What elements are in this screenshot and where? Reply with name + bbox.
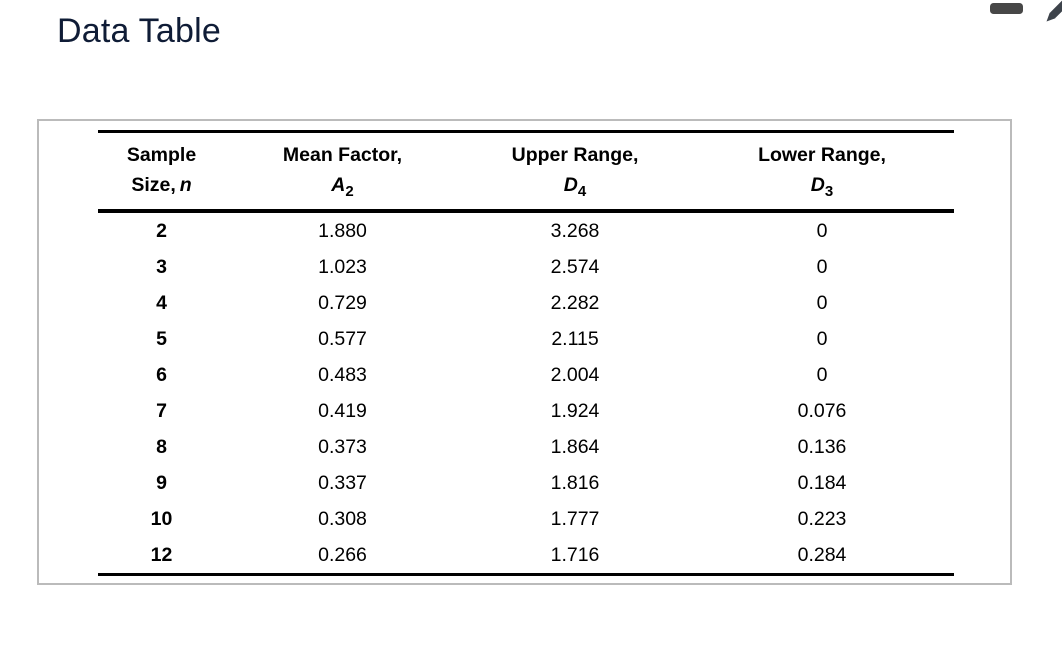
pencil-icon[interactable] xyxy=(1044,0,1062,24)
upper-range-cell: 1.864 xyxy=(550,436,600,458)
header-line2: A2 xyxy=(331,174,354,200)
lower-range-cell: 0 xyxy=(816,292,828,314)
lower-range-cell: 0 xyxy=(816,220,828,242)
table-row: 8 0.373 1.864 0.136 xyxy=(98,429,954,465)
sample-size-cell: 7 xyxy=(156,400,167,422)
upper-range-cell: 2.115 xyxy=(551,328,599,350)
header-line1: Upper Range, xyxy=(511,144,639,166)
page-title: Data Table xyxy=(57,12,221,50)
upper-range-cell: 1.716 xyxy=(460,537,690,576)
lower-range-cell: 0.223 xyxy=(797,508,847,530)
table-row: 10 0.308 1.777 0.223 xyxy=(98,501,954,537)
lower-range-cell: 0.136 xyxy=(797,436,847,458)
column-header-upper-range: Upper Range, D4 xyxy=(460,130,690,213)
header-line2: D3 xyxy=(810,174,834,200)
upper-range-cell: 3.268 xyxy=(550,220,600,242)
mean-factor-cell: 0.373 xyxy=(318,436,367,458)
sample-size-cell: 10 xyxy=(150,508,173,530)
sample-size-cell: 6 xyxy=(156,364,167,386)
upper-range-cell: 1.777 xyxy=(550,508,600,530)
upper-range-cell: 2.574 xyxy=(550,256,600,278)
lower-range-cell: 0.076 xyxy=(797,400,847,422)
lower-range-cell: 0 xyxy=(816,328,828,350)
mean-factor-cell: 1.880 xyxy=(318,220,367,242)
header-row: Sample Size, n Mean Factor, A2 Upper Rang… xyxy=(98,130,954,213)
mean-factor-cell: 0.266 xyxy=(225,537,460,576)
column-header-mean-factor: Mean Factor, A2 xyxy=(225,130,460,213)
table-row: 5 0.577 2.115 0 xyxy=(98,321,954,357)
data-table-panel: Sample Size, n Mean Factor, A2 Upper Rang… xyxy=(37,119,1012,585)
mean-factor-cell: 1.023 xyxy=(318,256,367,278)
upper-range-cell: 2.282 xyxy=(550,292,600,314)
mean-factor-cell: 0.337 xyxy=(318,472,367,494)
sample-size-cell: 9 xyxy=(156,472,167,494)
upper-range-cell: 2.004 xyxy=(550,364,600,386)
column-header-sample-size: Sample Size, n xyxy=(98,130,225,213)
mean-factor-cell: 0.308 xyxy=(318,508,367,530)
sample-size-cell: 12 xyxy=(98,537,225,576)
lower-range-cell: 0.284 xyxy=(690,537,954,576)
data-table: Sample Size, n Mean Factor, A2 Upper Rang… xyxy=(98,130,954,576)
upper-range-cell: 1.816 xyxy=(550,472,600,494)
header-line2: D4 xyxy=(563,174,587,200)
table-row: 2 1.880 3.268 0 xyxy=(98,211,954,249)
lower-range-cell: 0 xyxy=(816,364,828,386)
column-header-lower-range: Lower Range, D3 xyxy=(690,130,954,213)
table-row: 7 0.419 1.924 0.076 xyxy=(98,393,954,429)
table-row: 12 0.266 1.716 0.284 xyxy=(98,537,954,576)
table-row: 4 0.729 2.282 0 xyxy=(98,285,954,321)
table-row: 6 0.483 2.004 0 xyxy=(98,357,954,393)
mean-factor-cell: 0.483 xyxy=(318,364,367,386)
header-line1: Sample xyxy=(126,144,197,166)
sample-size-cell: 3 xyxy=(156,256,167,278)
upper-range-cell: 1.924 xyxy=(550,400,600,422)
mean-factor-cell: 0.419 xyxy=(318,400,367,422)
table-row: 9 0.337 1.816 0.184 xyxy=(98,465,954,501)
sample-size-cell: 5 xyxy=(156,328,167,350)
mean-factor-cell: 0.729 xyxy=(318,292,367,314)
lower-range-cell: 0 xyxy=(816,256,828,278)
header-line1: Lower Range, xyxy=(758,144,886,166)
header-line1: Mean Factor, xyxy=(282,144,403,166)
sample-size-cell: 8 xyxy=(156,436,167,458)
sample-size-cell: 4 xyxy=(156,292,167,314)
table-row: 3 1.023 2.574 0 xyxy=(98,249,954,285)
minimize-bar-icon[interactable] xyxy=(990,3,1023,14)
header-line2: Size, n xyxy=(131,174,192,196)
sample-size-cell: 2 xyxy=(156,220,167,242)
lower-range-cell: 0.184 xyxy=(797,472,847,494)
mean-factor-cell: 0.577 xyxy=(318,328,367,350)
